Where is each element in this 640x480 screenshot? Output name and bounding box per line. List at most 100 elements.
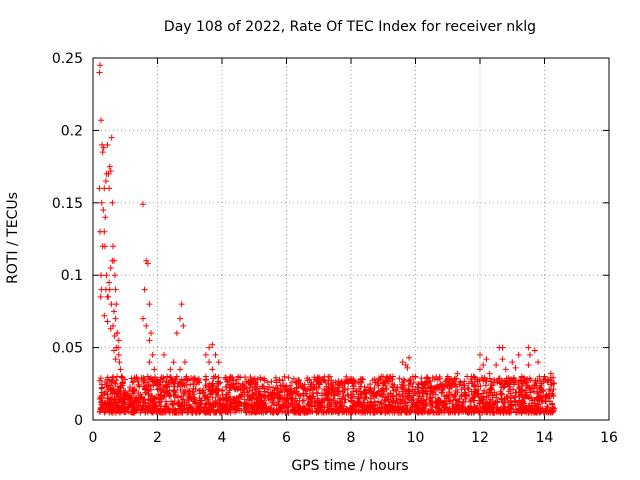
band-point [103, 382, 110, 389]
band-point [503, 377, 510, 384]
data-point [214, 380, 221, 387]
band-point [549, 400, 556, 407]
data-point [100, 207, 107, 214]
band-point [295, 377, 302, 384]
data-point [215, 359, 222, 366]
band-point [471, 374, 478, 381]
band-point [318, 409, 325, 416]
data-point [149, 351, 156, 358]
data-point [206, 344, 213, 351]
data-point [106, 185, 113, 192]
band-point [171, 407, 178, 414]
band-point [308, 379, 315, 386]
data-point [518, 373, 525, 380]
band-point [375, 378, 382, 385]
band-point [378, 405, 385, 412]
data-point [170, 380, 177, 387]
data-points [96, 62, 558, 412]
data-point [119, 380, 126, 387]
band-point [217, 396, 224, 403]
band-point [240, 385, 247, 392]
band-point [381, 388, 388, 395]
band-point [470, 397, 477, 404]
data-point [360, 395, 367, 402]
band-point [372, 379, 379, 386]
data-point [431, 376, 438, 383]
band-point [285, 374, 292, 381]
band-point [376, 392, 383, 399]
band-point [531, 397, 538, 404]
band-point [400, 393, 407, 400]
band-point [367, 400, 374, 407]
data-point [477, 366, 483, 373]
band-point [501, 399, 508, 406]
band-point [313, 407, 320, 414]
band-point [471, 381, 478, 388]
data-point [135, 399, 142, 406]
data-point [97, 293, 104, 300]
data-point [146, 337, 153, 344]
band-point [443, 404, 450, 411]
y-tick-label: 0.1 [61, 268, 83, 284]
data-point [100, 144, 107, 151]
band-point [188, 374, 195, 381]
band-point [497, 380, 504, 387]
band-point [518, 398, 525, 405]
band-point [217, 379, 224, 386]
band-point [177, 387, 184, 394]
band-point [476, 397, 483, 404]
data-point [160, 385, 167, 392]
band-point [526, 375, 533, 382]
band-point [464, 405, 471, 412]
band-point [328, 383, 335, 390]
data-point [212, 351, 219, 358]
data-point [164, 373, 171, 380]
band-point [191, 376, 198, 383]
band-point [423, 391, 430, 398]
band-point [487, 409, 494, 416]
band-point [480, 377, 487, 384]
band-point [304, 392, 311, 399]
band-point [282, 397, 289, 404]
data-point [108, 134, 115, 141]
band-point [276, 376, 283, 383]
band-point [518, 403, 525, 410]
data-point [486, 370, 493, 377]
band-point [314, 390, 321, 397]
band-point [184, 409, 191, 416]
band-point [345, 392, 352, 399]
band-point [494, 404, 501, 411]
band-point [242, 374, 249, 381]
data-point [531, 347, 538, 354]
band-point [395, 403, 402, 410]
band-point [225, 409, 232, 416]
band-point [327, 396, 334, 403]
band-point [520, 404, 527, 411]
band-point [465, 409, 472, 416]
data-point [146, 301, 153, 308]
band-point [122, 405, 129, 412]
band-point [445, 389, 452, 396]
data-point [148, 330, 155, 337]
band-point [446, 383, 453, 390]
data-point [102, 405, 109, 412]
data-point [96, 185, 103, 192]
band-point [294, 404, 301, 411]
data-point [181, 359, 188, 366]
y-tick-label: 0.05 [52, 341, 83, 357]
band-point [458, 393, 465, 400]
band-point [133, 407, 140, 414]
band-point [517, 407, 524, 414]
data-point [251, 399, 258, 406]
band-point [495, 375, 502, 382]
band-point [98, 392, 105, 399]
band-point [550, 392, 557, 399]
band-point [104, 380, 111, 387]
band-point [171, 387, 178, 394]
data-point [139, 315, 146, 322]
band-point [479, 390, 486, 397]
data-point [206, 380, 213, 387]
band-point [212, 399, 219, 406]
data-point [164, 390, 171, 397]
data-point [98, 117, 105, 124]
